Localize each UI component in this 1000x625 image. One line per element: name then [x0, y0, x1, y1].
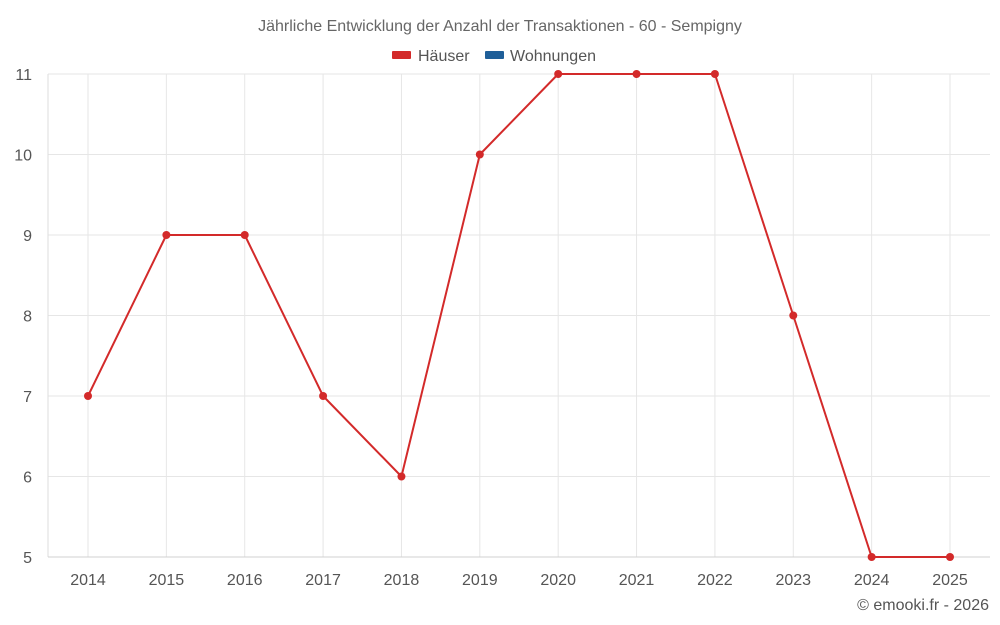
- data-point[interactable]: [397, 472, 406, 481]
- x-tick-label: 2018: [384, 572, 420, 589]
- y-tick-label: 9: [23, 228, 32, 245]
- y-tick-label: 8: [23, 309, 32, 326]
- legend-swatch-apartments: [485, 51, 504, 59]
- legend-label-apartments: Wohnungen: [510, 48, 596, 65]
- legend: Häuser Wohnungen: [392, 48, 596, 65]
- y-tick-label: 5: [23, 550, 32, 567]
- legend-item-apartments[interactable]: Wohnungen: [485, 48, 596, 65]
- data-point[interactable]: [632, 70, 641, 78]
- x-tick-label: 2019: [462, 572, 498, 589]
- x-tick-label: 2024: [854, 572, 890, 589]
- data-point[interactable]: [789, 311, 798, 320]
- data-point[interactable]: [162, 231, 171, 239]
- legend-label-houses: Häuser: [418, 48, 470, 65]
- y-tick-label: 6: [23, 470, 32, 487]
- data-point[interactable]: [84, 392, 92, 400]
- data-point[interactable]: [710, 70, 719, 78]
- grid: [48, 73, 990, 558]
- series-line: [87, 73, 950, 558]
- x-tick-label: 2014: [70, 572, 106, 589]
- series-houses: [84, 70, 954, 561]
- data-point[interactable]: [946, 553, 954, 561]
- chart-title: Jährliche Entwicklung der Anzahl der Tra…: [258, 18, 742, 35]
- legend-item-houses[interactable]: Häuser: [392, 48, 470, 65]
- x-tick-label: 2020: [540, 572, 576, 589]
- x-tick-label: 2016: [227, 572, 263, 589]
- x-tick-label: 2025: [932, 572, 968, 589]
- x-tick-label: 2023: [775, 572, 811, 589]
- x-tick-label: 2017: [305, 572, 341, 589]
- x-tick-label: 2022: [697, 572, 733, 589]
- y-tick-label: 11: [15, 67, 32, 84]
- legend-swatch-houses: [392, 51, 411, 59]
- data-point[interactable]: [475, 150, 484, 159]
- x-tick-label: 2021: [619, 572, 655, 589]
- x-tick-label: 2015: [149, 572, 185, 589]
- data-point[interactable]: [240, 231, 249, 239]
- data-point[interactable]: [867, 553, 876, 561]
- y-tick-label: 7: [23, 389, 32, 406]
- credit-text: © emooki.fr - 2026: [857, 597, 989, 614]
- y-tick-label: 10: [14, 148, 32, 165]
- data-point[interactable]: [554, 70, 563, 78]
- data-point[interactable]: [319, 392, 328, 400]
- axes: 5 6 7 8 9 10 11 2014 2015 2016 2017 2018 2019 2020 202…: [14, 67, 990, 589]
